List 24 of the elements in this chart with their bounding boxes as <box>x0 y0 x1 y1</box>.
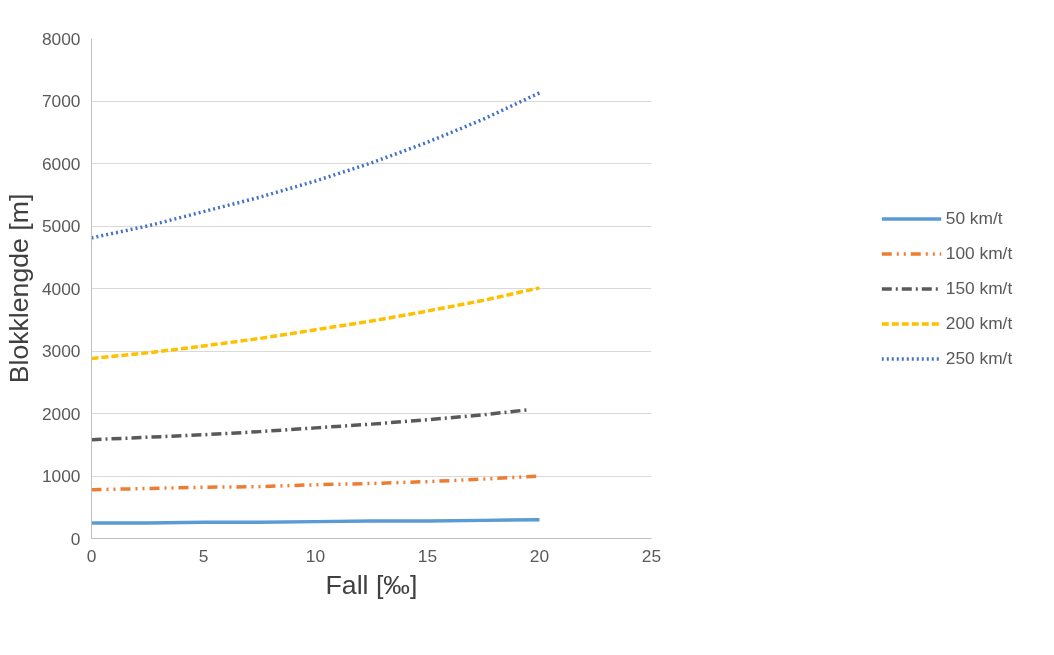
legend-label: 50 km/t <box>945 207 1003 229</box>
y-tick-label: 6000 <box>41 153 81 174</box>
x-tick-label: 0 <box>86 545 97 566</box>
y-tick-label: 4000 <box>41 278 81 299</box>
y-tick-label: 1000 <box>41 466 81 486</box>
y-tick-label: 8000 <box>41 28 81 49</box>
x-tick-label: 10 <box>305 545 326 566</box>
line-series <box>91 91 542 240</box>
x-tick-label: 15 <box>417 545 438 566</box>
y-tick-label: 3000 <box>41 341 81 361</box>
x-tick-label: 5 <box>198 545 209 566</box>
y-tick-label: 7000 <box>41 91 81 111</box>
x-axis-title: Fall [‰] <box>325 569 418 600</box>
y-tick-label: 0 <box>70 528 81 549</box>
legend-label: 100 km/t <box>945 242 1013 264</box>
legend-label: 250 km/t <box>945 347 1013 369</box>
legend-label: 150 km/t <box>945 277 1013 299</box>
y-axis-title: Blokklengde [m] <box>3 193 34 384</box>
line-series <box>91 286 542 361</box>
x-tick-label: 20 <box>529 545 550 566</box>
y-tick-label: 2000 <box>41 403 81 424</box>
legend-label: 200 km/t <box>945 312 1013 334</box>
y-tick-label: 5000 <box>41 216 81 236</box>
x-tick-label: 25 <box>641 545 662 566</box>
